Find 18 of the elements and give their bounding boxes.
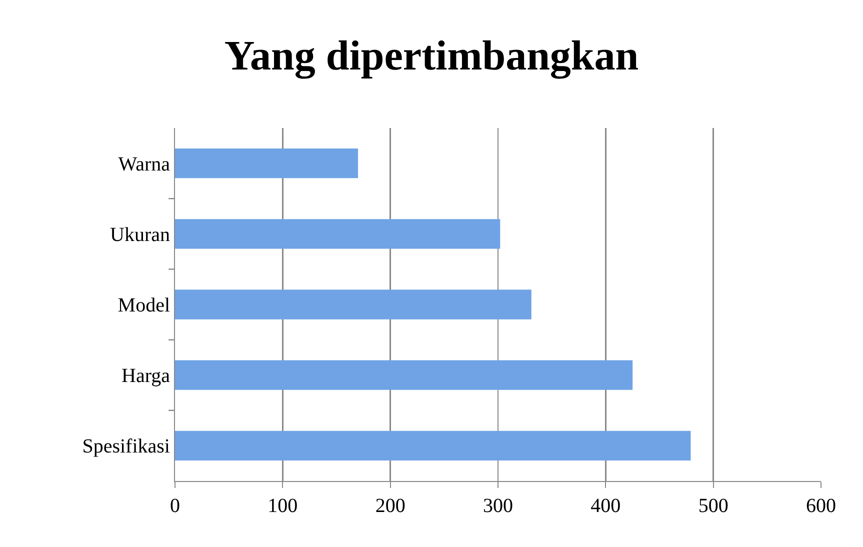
y-tick-label: Spesifikasi [82, 436, 170, 458]
bar [175, 148, 358, 178]
bar [175, 219, 500, 249]
x-tick-label: 0 [170, 495, 180, 517]
bar [175, 360, 633, 390]
x-tick-label: 300 [483, 495, 513, 517]
x-tick-label: 100 [268, 495, 298, 517]
x-tick-label: 600 [806, 495, 836, 517]
y-tick-label: Model [118, 294, 170, 316]
y-tick-label: Warna [118, 153, 170, 176]
bar [175, 290, 532, 320]
y-tick-label: Ukuran [110, 224, 170, 246]
chart-title: Yang dipertimbangkan [224, 33, 639, 80]
bar [175, 430, 691, 461]
x-tick-label: 400 [590, 495, 621, 517]
x-tick-label: 200 [375, 495, 406, 517]
y-tick-label: Harga [122, 365, 170, 388]
x-tick-label: 500 [698, 495, 728, 517]
